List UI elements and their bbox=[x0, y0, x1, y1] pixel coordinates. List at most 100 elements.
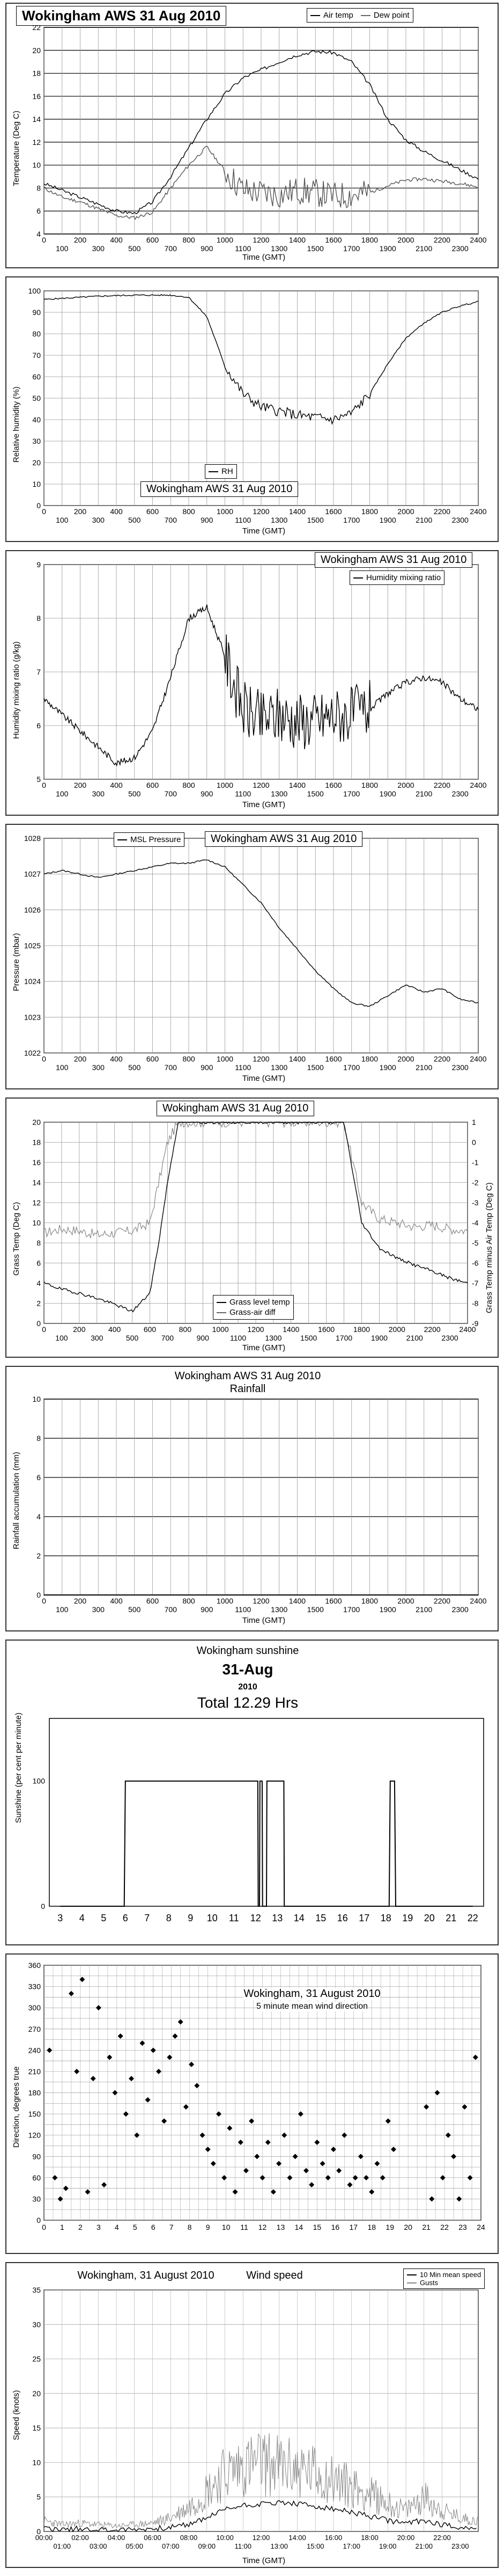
x-tick-label: 1800 bbox=[361, 1597, 378, 1605]
x-tick-label: 2300 bbox=[452, 244, 469, 253]
wind-direction-point bbox=[325, 2175, 331, 2180]
humidity-xlabel: Time (GMT) bbox=[242, 526, 286, 536]
y-tick-label: 8 bbox=[36, 184, 41, 192]
mixing-title: Wokingham AWS 31 Aug 2010 bbox=[315, 552, 473, 568]
x-tick-label: 02:00 bbox=[71, 2534, 89, 2542]
wind-direction-point bbox=[194, 2083, 200, 2089]
x-tick-label: 3 bbox=[97, 2223, 101, 2231]
y-tick-label: 2 bbox=[36, 1552, 41, 1560]
wind-direction-point bbox=[374, 2161, 380, 2167]
x-tick-label: 19 bbox=[386, 2223, 394, 2231]
y-tick-label: 14 bbox=[32, 115, 41, 123]
x-tick-label: 2000 bbox=[397, 781, 414, 789]
series-mean-speed bbox=[43, 2500, 477, 2533]
x-tick-label: 1700 bbox=[343, 789, 360, 798]
x-tick-label: 1500 bbox=[307, 1605, 324, 1614]
x-tick-label: 200 bbox=[74, 1055, 87, 1063]
x-tick-label: 600 bbox=[146, 1055, 159, 1063]
y-tick-label: 2 bbox=[36, 1299, 41, 1308]
y-tick-label: 330 bbox=[28, 1982, 41, 1991]
x-tick-label: 1400 bbox=[283, 1325, 299, 1334]
x-tick-label: 18:00 bbox=[361, 2534, 379, 2542]
x-tick-label: 2000 bbox=[397, 1055, 414, 1063]
x-tick-label: 2400 bbox=[470, 1055, 486, 1063]
humidity-ylabel: Relative humidity (%) bbox=[12, 386, 21, 463]
temperature-title: Wokingham AWS 31 Aug 2010 bbox=[16, 6, 227, 26]
x-tick-label: 500 bbox=[128, 244, 141, 253]
x-tick-label: 4 bbox=[115, 2223, 119, 2231]
x-tick-label: 400 bbox=[108, 1325, 121, 1334]
sunshine-ylabel: Sunshine (per cent per minute) bbox=[14, 1713, 23, 1823]
x-tick-label: 2300 bbox=[442, 1334, 458, 1342]
wind-direction-point bbox=[314, 2139, 320, 2145]
wind-direction-point bbox=[107, 2054, 113, 2060]
x-tick-label: 2400 bbox=[470, 236, 486, 244]
y-tick-label: 1027 bbox=[24, 870, 41, 879]
grass-title: Wokingham AWS 31 Aug 2010 bbox=[157, 1101, 315, 1116]
x-tick-label: 2200 bbox=[434, 236, 450, 244]
sunshine-year: 2010 bbox=[238, 1682, 257, 1692]
y-tick-label: 6 bbox=[36, 1473, 41, 1482]
pressure-ylabel: Pressure (mbar) bbox=[12, 933, 21, 991]
y-tick-label: 5 bbox=[36, 775, 41, 784]
x-tick-label: 400 bbox=[110, 1055, 123, 1063]
x-tick-label: 01:00 bbox=[53, 2542, 71, 2550]
wind-direction-point bbox=[167, 2054, 173, 2060]
x-tick-label: 2200 bbox=[434, 1597, 450, 1605]
x-tick-label: 1000 bbox=[212, 1325, 229, 1334]
wind-direction-point bbox=[90, 2076, 96, 2082]
x-tick-label: 100 bbox=[55, 1334, 68, 1342]
x-tick-label: 9 bbox=[188, 1913, 193, 1923]
mixing-panel: 5 6 7 8 9 0 200 400 600 800 1000 1200 1400 1600 1800 20… bbox=[5, 550, 499, 816]
x-tick-label: 600 bbox=[146, 781, 159, 789]
x-tick-label: 900 bbox=[197, 1334, 210, 1342]
wind-direction-point bbox=[134, 2132, 140, 2138]
sunshine-date: 31-Aug bbox=[222, 1661, 273, 1678]
y-tick-label: 40 bbox=[32, 415, 41, 424]
wind-direction-point bbox=[429, 2196, 435, 2202]
y-tick-label: 270 bbox=[28, 2025, 41, 2033]
x-tick-label: 100 bbox=[56, 516, 69, 524]
x-tick-label: 18 bbox=[367, 2223, 376, 2231]
y2-tick-label: -6 bbox=[472, 1259, 479, 1268]
y-tick-label: 0 bbox=[36, 1591, 41, 1599]
x-tick-label: 400 bbox=[110, 507, 123, 516]
y-tick-label: 100 bbox=[28, 287, 41, 295]
x-tick-label: 1500 bbox=[307, 1063, 324, 1072]
x-tick-label: 1000 bbox=[217, 236, 233, 244]
wind-direction-point bbox=[385, 2118, 391, 2124]
legend-mean-speed: 10 Min mean speed bbox=[420, 2271, 481, 2279]
x-tick-label: 21 bbox=[446, 1913, 456, 1923]
y-tick-label: 35 bbox=[32, 2286, 41, 2294]
y-tick-label: 90 bbox=[32, 308, 41, 317]
y-tick-label: 6 bbox=[36, 207, 41, 215]
y-tick-label: 0 bbox=[41, 1902, 45, 1911]
y-tick-label: 7 bbox=[36, 668, 41, 676]
x-tick-label: 0 bbox=[42, 1055, 46, 1063]
windspeed-legend: 10 Min mean speed Gusts bbox=[403, 2268, 485, 2289]
x-tick-label: 23:00 bbox=[451, 2542, 469, 2550]
x-tick-label: 1800 bbox=[361, 507, 378, 516]
x-tick-label: 1600 bbox=[325, 1055, 342, 1063]
x-tick-label: 15:00 bbox=[307, 2542, 324, 2550]
windspeed-title: Wokingham, 31 August 2010 bbox=[77, 2270, 214, 2281]
y-tick-label: 12 bbox=[32, 138, 41, 147]
x-tick-label: 20 bbox=[404, 2223, 412, 2231]
legend-gusts: Gusts bbox=[420, 2279, 438, 2287]
x-tick-label: 23 bbox=[458, 2223, 467, 2231]
x-tick-label: 1900 bbox=[380, 789, 396, 798]
y-tick-label: 16 bbox=[32, 1158, 41, 1167]
x-tick-label: 5 bbox=[133, 2223, 137, 2231]
wind-direction-point bbox=[145, 2097, 151, 2103]
x-tick-label: 1500 bbox=[300, 1334, 317, 1342]
temperature-panel: 4 6 8 10 12 14 16 18 20 22 0 200 400 600 800 1000 1200 14… bbox=[5, 3, 499, 268]
y-tick-label: 240 bbox=[28, 2046, 41, 2054]
windspeed-xlabel: Time (GMT) bbox=[242, 2556, 286, 2565]
y-tick-label: 4 bbox=[36, 1279, 41, 1287]
winddir-ylabel: Direction, degrees true bbox=[12, 2066, 21, 2148]
y-tick-label: 10 bbox=[32, 1219, 41, 1227]
y-tick-label: 10 bbox=[32, 1395, 41, 1403]
legend-grass-diff: Grass-air diff bbox=[229, 1308, 276, 1317]
x-tick-label: 2000 bbox=[397, 1597, 414, 1605]
